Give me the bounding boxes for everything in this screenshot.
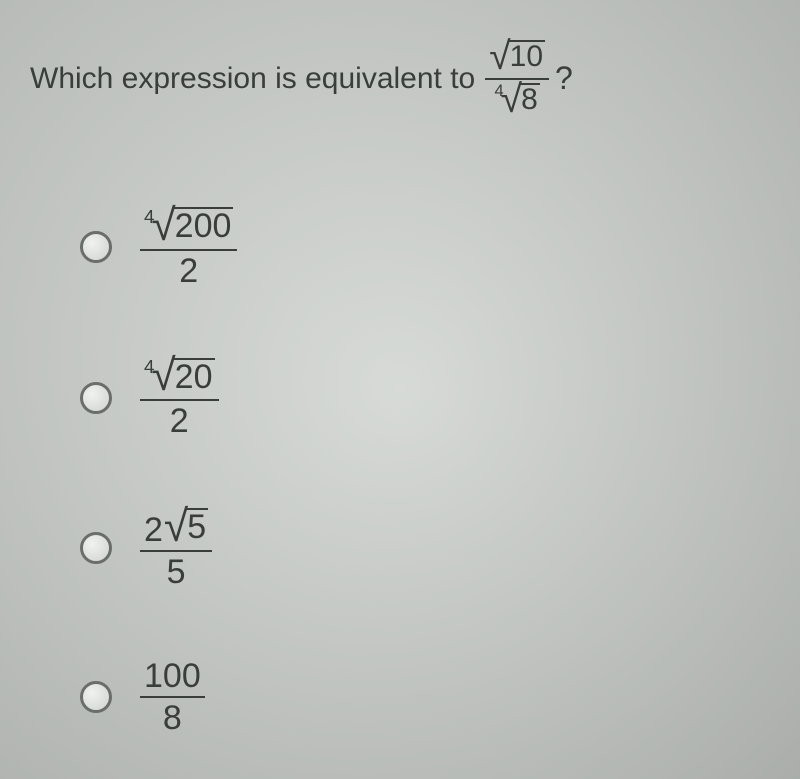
option-2-expression: 4 √ 20 2	[140, 358, 219, 438]
option-1-sqrt: 4 √ 200	[144, 207, 233, 243]
option-3[interactable]: 2 √ 5 5	[80, 508, 770, 589]
option-1-expression: 4 √ 200 2	[140, 207, 237, 287]
radio-icon[interactable]	[80, 382, 112, 414]
option-2-sqrt: 4 √ 20	[144, 358, 215, 394]
question-mark: ?	[555, 60, 573, 97]
radio-icon[interactable]	[80, 532, 112, 564]
option-1[interactable]: 4 √ 200 2	[80, 207, 770, 287]
options-list: 4 √ 200 2 4 √ 20 2 2	[30, 207, 770, 734]
option-3-expression: 2 √ 5 5	[140, 508, 212, 589]
option-2[interactable]: 4 √ 20 2	[80, 358, 770, 438]
option-3-sqrt: √ 5	[164, 508, 208, 544]
question-numerator-sqrt: √ 10	[489, 40, 545, 72]
question-denominator-sqrt: 4 √ 8	[494, 83, 539, 115]
radio-icon[interactable]	[80, 231, 112, 263]
question-text: Which expression is equivalent to	[30, 62, 475, 96]
question-expression: √ 10 4 √ 8	[485, 40, 549, 117]
question-row: Which expression is equivalent to √ 10 4…	[30, 40, 770, 117]
radio-icon[interactable]	[80, 681, 112, 713]
option-4-expression: 100 8	[140, 659, 205, 735]
option-4[interactable]: 100 8	[80, 659, 770, 735]
